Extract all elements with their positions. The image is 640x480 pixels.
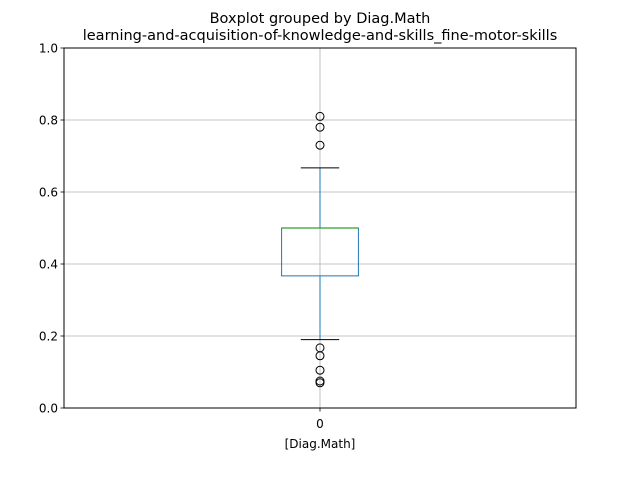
x-tick-label: 0 <box>316 417 324 431</box>
y-tick-label: 0.8 <box>39 113 58 127</box>
outlier-point <box>315 140 325 150</box>
box-layer <box>281 111 359 388</box>
outlier-point <box>315 111 325 121</box>
y-tick-label: 1.0 <box>39 41 58 55</box>
y-tick-label: 0.0 <box>39 401 58 415</box>
y-tick-label: 0.6 <box>39 185 58 199</box>
outlier-point <box>315 122 325 132</box>
outlier-point <box>315 378 325 388</box>
tick-layer: 0.0 0.2 0.4 0.6 0.8 1.0 0 <box>39 41 324 431</box>
y-tick-label: 0.4 <box>39 257 58 271</box>
outlier-point <box>315 351 325 361</box>
y-tick-label: 0.2 <box>39 329 58 343</box>
chart-title: Boxplot grouped by Diag.Math <box>210 11 431 27</box>
outlier-point <box>315 365 325 375</box>
x-axis-label: [Diag.Math] <box>285 437 356 451</box>
chart-subtitle: learning-and-acquisition-of-knowledge-an… <box>83 28 558 44</box>
